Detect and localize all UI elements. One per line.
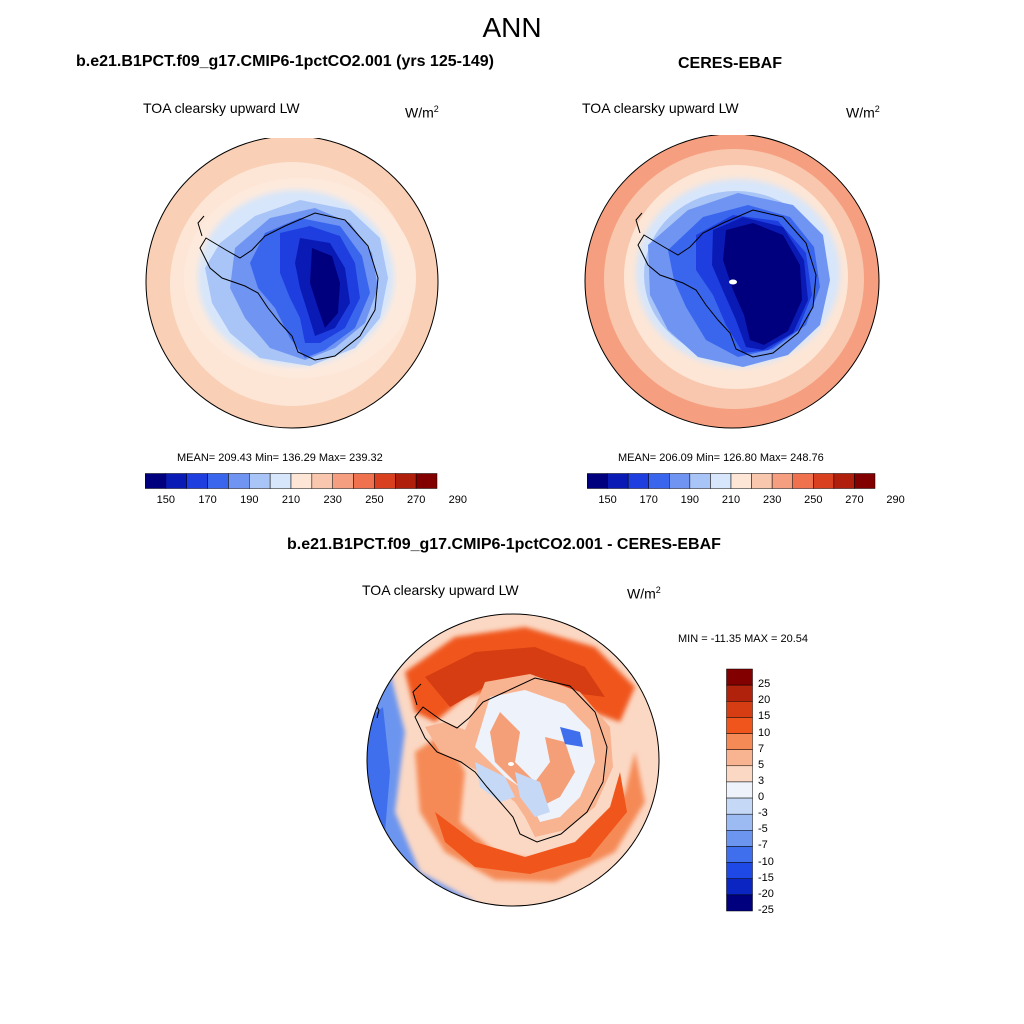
diff-title: b.e21.B1PCT.f09_g17.CMIP6-1pctCO2.001 - … — [287, 536, 721, 553]
colorbar-swatch — [726, 781, 753, 799]
diff-stats: MIN = -11.35 MAX = 20.54 — [678, 633, 809, 645]
colorbar-tick-label: 150 — [598, 494, 617, 506]
colorbar-swatch — [726, 684, 753, 702]
colorbar-swatch — [607, 473, 629, 489]
panel-obs-colorbar-labels: 150 170 190 210 230 250 270 290 — [587, 494, 904, 508]
colorbar-tick-label: 290 — [886, 494, 905, 506]
colorbar-swatch — [751, 473, 773, 489]
colorbar-tick-label: 290 — [448, 494, 468, 506]
colorbar-swatch — [689, 473, 711, 489]
panel-obs-map — [584, 135, 880, 429]
colorbar-swatch — [145, 473, 167, 489]
colorbar-swatch — [833, 473, 855, 489]
colorbar-tick-label: 150 — [156, 494, 176, 506]
colorbar-tick-label: 0 — [758, 791, 765, 804]
colorbar-swatch — [792, 473, 814, 489]
colorbar-tick-label: -3 — [758, 807, 768, 820]
colorbar-tick-label: 190 — [240, 494, 259, 506]
diff-variable: TOA clearsky upward LW — [362, 582, 519, 598]
colorbar-swatch — [726, 733, 753, 750]
colorbar-swatch — [726, 894, 753, 912]
colorbar-tick-label: -10 — [758, 855, 774, 868]
colorbar-swatch — [395, 473, 417, 489]
colorbar-swatch — [726, 813, 753, 831]
colorbar-tick-label: 270 — [406, 494, 426, 506]
colorbar-tick-label: 210 — [721, 494, 741, 506]
colorbar-swatch — [228, 473, 250, 489]
panel-model-title: b.e21.B1PCT.f09_g17.CMIP6-1pctCO2.001 (y… — [76, 53, 494, 70]
diff-map — [366, 613, 660, 907]
panel-obs-title: CERES-EBAF — [678, 55, 783, 72]
colorbar-tick-label: -20 — [758, 887, 774, 900]
colorbar-swatch — [374, 473, 396, 489]
colorbar-tick-label: 170 — [639, 494, 658, 506]
panel-model-colorbar — [145, 473, 438, 489]
colorbar-swatch — [332, 473, 354, 489]
colorbar-tick-label: 3 — [758, 774, 765, 787]
colorbar-swatch — [726, 797, 753, 815]
panel-obs-stats: MEAN= 206.09 Min= 126.80 Max= 248.76 — [618, 452, 824, 464]
figure-title: ANN — [482, 12, 542, 43]
colorbar-swatch — [726, 846, 753, 863]
colorbar-tick-label: 15 — [758, 710, 771, 723]
colorbar-tick-label: 270 — [845, 494, 864, 506]
colorbar-swatch — [290, 473, 313, 489]
panel-model-stats: MEAN= 209.43 Min= 136.29 Max= 239.32 — [177, 452, 383, 464]
colorbar-tick-label: -5 — [758, 823, 768, 836]
colorbar-swatch — [726, 701, 753, 718]
colorbar-swatch — [726, 668, 753, 686]
colorbar-swatch — [730, 473, 752, 489]
colorbar-swatch — [813, 473, 835, 489]
colorbar-swatch — [186, 473, 208, 489]
colorbar-tick-label: 170 — [198, 494, 217, 506]
panel-model-variable: TOA clearsky upward LW — [143, 100, 300, 116]
colorbar-tick-label: 7 — [758, 742, 765, 755]
colorbar-tick-label: 190 — [680, 494, 700, 506]
colorbar-tick-label: 250 — [365, 494, 384, 506]
colorbar-tick-label: -25 — [758, 904, 774, 916]
colorbar-swatch — [207, 473, 229, 489]
colorbar-tick-label: 230 — [323, 494, 342, 506]
colorbar-tick-label: 210 — [281, 494, 301, 506]
colorbar-tick-label: -7 — [758, 839, 768, 852]
diff-colorbar-labels: 25 20 15 10 7 5 3 0 -3 -5 -7 -10 -15 -20 -25 — [758, 668, 798, 916]
colorbar-swatch — [726, 749, 753, 767]
colorbar-tick-label: 10 — [758, 726, 771, 739]
colorbar-tick-label: -15 — [758, 871, 774, 884]
panel-obs-colorbar — [587, 473, 876, 489]
colorbar-swatch — [726, 862, 753, 879]
panel-obs-unit: W/m2 — [846, 104, 880, 121]
colorbar-swatch — [726, 830, 753, 847]
colorbar-swatch — [726, 717, 753, 734]
colorbar-swatch — [165, 473, 187, 489]
colorbar-swatch — [726, 878, 753, 896]
colorbar-swatch — [249, 473, 271, 489]
colorbar-tick-label: 20 — [758, 694, 771, 707]
colorbar-swatch — [587, 473, 608, 489]
panel-model-map — [145, 138, 439, 429]
colorbar-swatch — [627, 473, 649, 489]
panel-obs-variable: TOA clearsky upward LW — [582, 100, 739, 116]
colorbar-swatch — [854, 473, 876, 489]
colorbar-tick-label: 230 — [762, 494, 782, 506]
panel-model-colorbar-labels: 150 170 190 210 230 250 270 290 — [145, 494, 467, 508]
colorbar-swatch — [710, 473, 732, 489]
colorbar-swatch — [311, 473, 333, 489]
colorbar-tick-label: 5 — [758, 758, 765, 771]
colorbar-swatch — [269, 473, 292, 489]
diff-unit: W/m2 — [627, 585, 661, 602]
colorbar-swatch — [353, 473, 375, 489]
panel-model-unit: W/m2 — [405, 104, 439, 121]
colorbar-swatch — [669, 473, 691, 489]
diff-colorbar — [726, 668, 753, 912]
colorbar-swatch — [771, 473, 793, 489]
colorbar-swatch — [726, 765, 753, 783]
colorbar-swatch — [648, 473, 670, 489]
colorbar-swatch — [415, 473, 438, 489]
colorbar-tick-label: 250 — [804, 494, 823, 506]
colorbar-tick-label: 25 — [758, 678, 771, 691]
